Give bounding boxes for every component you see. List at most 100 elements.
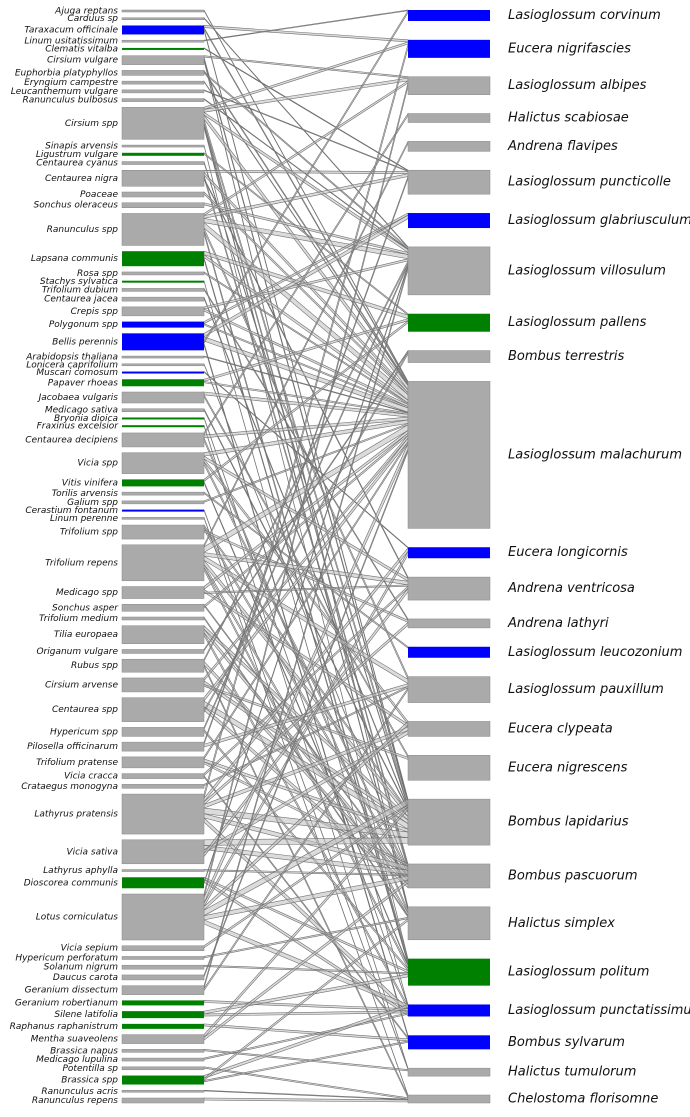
left-label: Ranunculus bulbosus	[22, 96, 118, 106]
left-label: Geranium robertianum	[15, 998, 118, 1008]
right-label: Lasioglossum albipes	[508, 78, 647, 93]
left-label: Vitis vinifera	[62, 478, 118, 488]
left-node	[121, 727, 205, 737]
right-label: Andrena flavipes	[507, 139, 618, 154]
link	[203, 1040, 409, 1083]
left-node	[121, 945, 205, 951]
right-node	[407, 141, 491, 152]
left-label: Eryngium campestre	[24, 78, 118, 88]
left-node	[122, 321, 204, 328]
left-label: Medicago sativa	[45, 406, 118, 416]
left-label: Carduus sp	[67, 14, 118, 24]
right-label: Bombus lapidarius	[508, 815, 629, 830]
left-node	[121, 649, 205, 654]
link	[203, 9, 409, 42]
left-label: Daucus carota	[53, 973, 118, 983]
left-node	[122, 1075, 204, 1085]
right-node	[407, 1067, 491, 1077]
right-node	[407, 798, 491, 846]
left-node	[121, 604, 205, 612]
left-label: Lotus corniculatus	[36, 913, 119, 923]
right-node	[407, 906, 491, 941]
left-label: Raphanus raphanistrum	[10, 1022, 119, 1032]
left-node	[122, 251, 204, 267]
left-label: Lathyrus aphylla	[43, 866, 118, 876]
left-node	[121, 170, 205, 187]
left-label: Crataegus monogyna	[21, 782, 118, 792]
left-node	[121, 544, 205, 582]
right-label: Lasioglossum pauxillum	[508, 682, 664, 697]
left-label: Rosa spp	[77, 269, 118, 279]
left-node	[121, 144, 205, 148]
left-label: Trifolium dubium	[42, 285, 118, 295]
left-node	[121, 517, 205, 520]
right-node	[407, 676, 491, 703]
left-node	[121, 391, 205, 404]
left-node	[121, 586, 205, 599]
left-node	[121, 756, 205, 769]
left-node	[122, 1011, 204, 1019]
left-node	[121, 306, 205, 317]
left-node	[121, 964, 205, 970]
left-node	[121, 974, 205, 981]
left-label: Ranunculus spp	[47, 225, 119, 235]
link	[203, 804, 409, 949]
left-label: Bellis perennis	[52, 337, 118, 347]
right-label: Lasioglossum villosulum	[508, 263, 666, 278]
left-node	[121, 17, 205, 20]
left-node	[121, 1090, 205, 1093]
left-node	[121, 1049, 205, 1053]
left-label: Ranunculus repens	[32, 1096, 118, 1106]
right-label: Lasioglossum politum	[508, 965, 649, 980]
left-label: Torilis arvensis	[52, 489, 119, 499]
right-label: Andrena ventricosa	[507, 581, 635, 596]
left-label: Centaurea jacea	[44, 295, 118, 305]
right-node	[407, 246, 491, 296]
left-node	[121, 893, 205, 941]
right-label: Halictus tumulorum	[508, 1065, 636, 1080]
right-label: Chelostoma florisomne	[508, 1092, 658, 1107]
left-label: Trifolium repens	[45, 558, 118, 568]
right-label: Lasioglossum glabriusculum	[508, 213, 690, 228]
left-label: Tilia europaea	[54, 630, 118, 640]
left-node	[121, 9, 205, 13]
right-node	[408, 10, 490, 21]
left-node	[121, 793, 205, 835]
left-label: Poaceae	[80, 190, 118, 200]
left-node	[121, 1034, 205, 1044]
left-node	[122, 280, 204, 283]
right-label: Lasioglossum malachurum	[508, 447, 682, 462]
left-label: Ligustrum vulgare	[36, 150, 119, 160]
left-node	[121, 839, 205, 865]
left-label: Euphorbia platyphyllos	[15, 68, 118, 78]
right-label: Bombus terrestris	[508, 349, 625, 364]
left-label: Centaurea nigra	[45, 174, 118, 184]
left-node	[121, 288, 205, 292]
right-node	[407, 76, 491, 95]
left-node	[121, 355, 205, 359]
right-label: Eucera nigrifascies	[508, 41, 631, 56]
left-label: Lonicera caprifolium	[26, 360, 118, 370]
left-label: Cerastium fontanum	[25, 506, 118, 516]
left-label: Papaver rhoeas	[48, 378, 119, 388]
left-node	[121, 677, 205, 693]
left-node	[121, 98, 205, 102]
left-node	[121, 70, 205, 76]
left-node	[121, 55, 205, 65]
left-label: Sonchus asper	[52, 603, 119, 613]
left-label: Taraxacum officinale	[24, 25, 118, 35]
left-label: Vicia cracca	[64, 772, 118, 782]
right-label: Halictus scabiosae	[508, 111, 629, 126]
right-node	[407, 113, 491, 123]
left-label: Medicago lupulina	[36, 1055, 118, 1065]
right-label: Eucera clypeata	[508, 721, 613, 736]
left-label: Dioscorea communis	[24, 878, 119, 888]
left-node	[122, 152, 204, 156]
left-label: Polygonum spp	[49, 320, 118, 330]
left-label: Crepis spp	[71, 307, 119, 317]
left-node	[121, 363, 205, 367]
right-label: Lasioglossum corvinum	[508, 8, 661, 23]
right-label: Andrena lathyri	[507, 616, 609, 631]
left-label: Lapsana communis	[31, 254, 118, 264]
left-node	[121, 1057, 205, 1062]
